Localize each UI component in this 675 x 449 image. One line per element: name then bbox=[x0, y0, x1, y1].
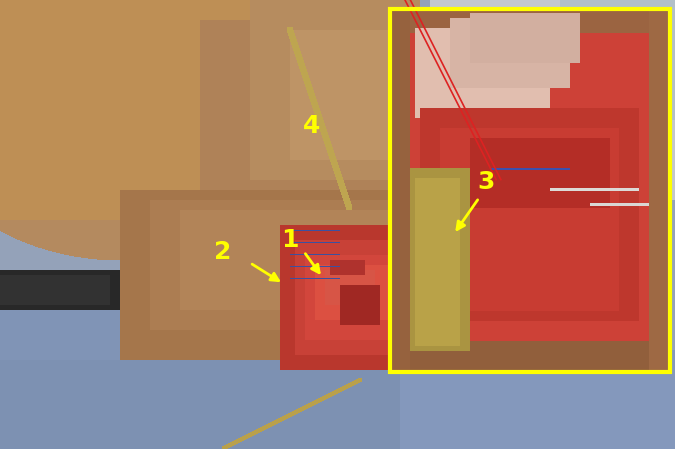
Bar bbox=[390, 9, 670, 372]
Text: 1: 1 bbox=[281, 228, 299, 252]
Text: 2: 2 bbox=[214, 240, 232, 264]
Text: 3: 3 bbox=[477, 170, 495, 194]
Text: 4: 4 bbox=[303, 114, 321, 138]
